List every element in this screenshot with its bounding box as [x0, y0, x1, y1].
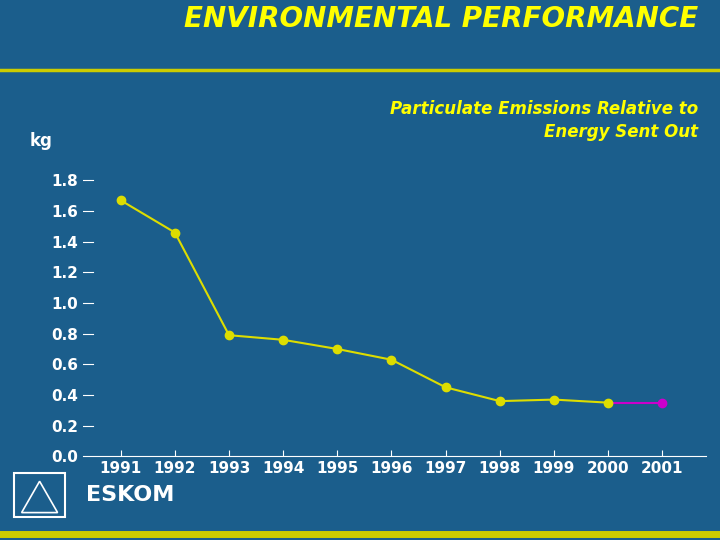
Text: kg: kg [30, 132, 53, 150]
Text: ENVIRONMENTAL PERFORMANCE: ENVIRONMENTAL PERFORMANCE [184, 5, 698, 33]
Text: Particulate Emissions Relative to
Energy Sent Out: Particulate Emissions Relative to Energy… [390, 100, 698, 140]
Text: ESKOM: ESKOM [86, 484, 175, 504]
Bar [14, 474, 65, 516]
